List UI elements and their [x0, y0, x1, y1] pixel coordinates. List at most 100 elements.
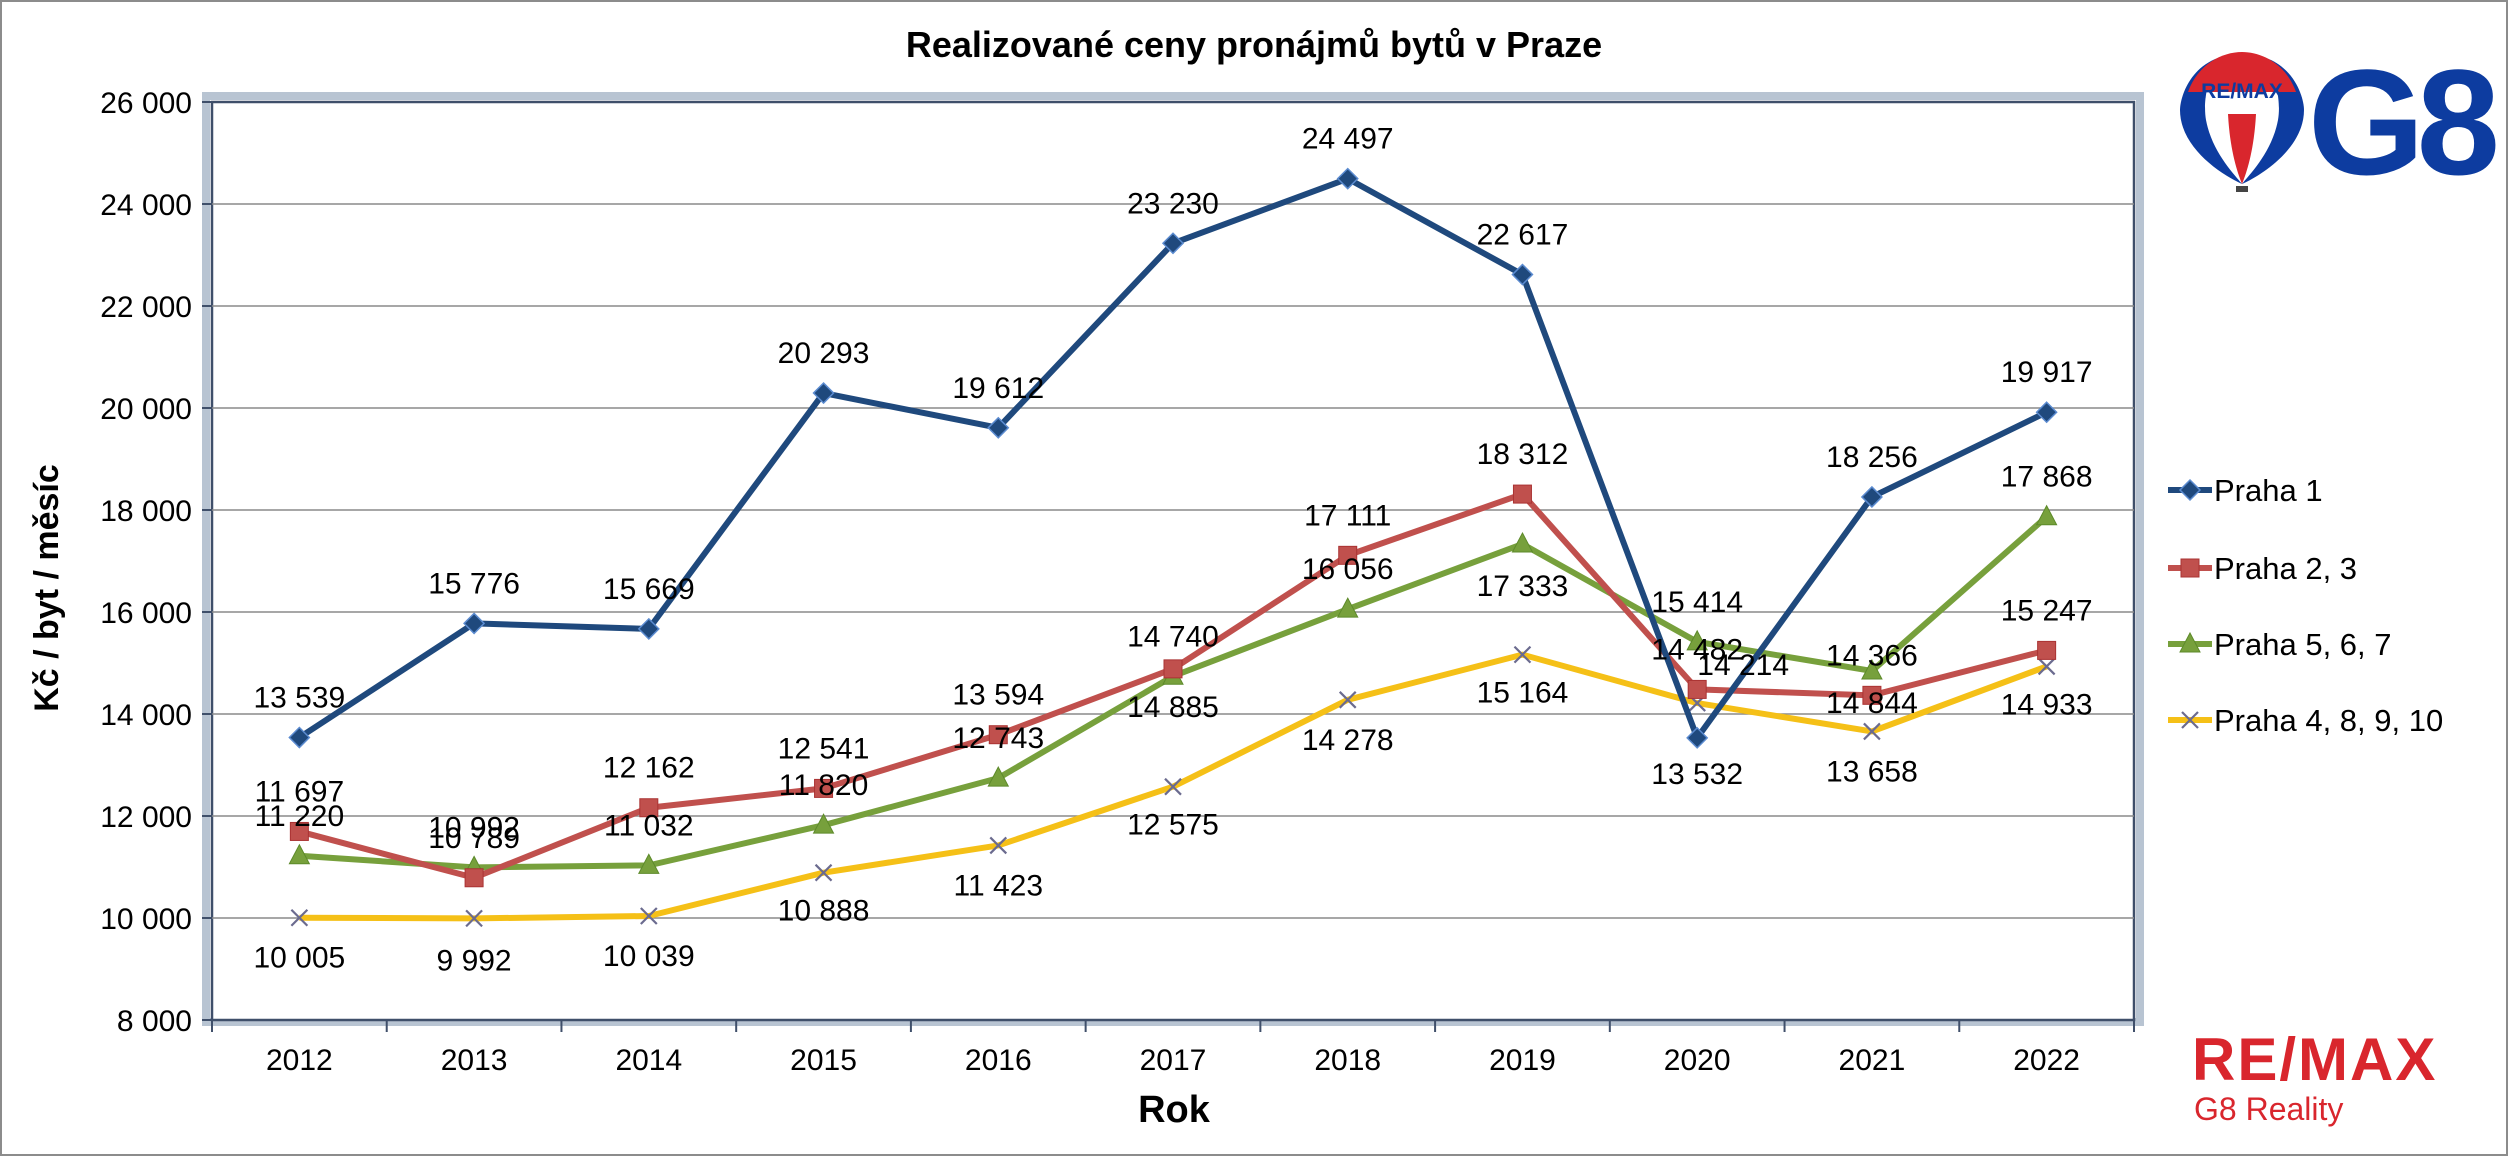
legend-item: Praha 4, 8, 9, 10 — [2168, 703, 2443, 738]
data-point — [812, 381, 835, 405]
x-tick-label: 2017 — [1140, 1044, 1207, 1077]
data-point — [2178, 478, 2202, 502]
data-label: 14 885 — [1127, 691, 1219, 724]
y-tick-label: 10 000 — [100, 903, 192, 936]
data-point — [1512, 484, 1532, 504]
data-label: 10 789 — [428, 822, 520, 855]
data-labels: 13 539 15 776 15 669 20 293 19 612 23 230 24 4… — [253, 123, 2092, 978]
x-tick-label: 2021 — [1839, 1044, 1906, 1077]
data-label: 14 278 — [1302, 724, 1394, 757]
data-point-stroke — [640, 907, 658, 925]
data-label: 14 740 — [1127, 620, 1219, 653]
data-point-stroke — [2181, 711, 2199, 729]
data-point — [465, 909, 483, 928]
data-point-stroke — [465, 909, 483, 928]
data-point — [1511, 263, 1534, 286]
data-point — [2179, 631, 2201, 653]
plot-area-shadow — [202, 92, 2144, 1026]
data-label: 24 497 — [1302, 123, 1394, 156]
y-axis-label: Kč / byt / měsíc — [28, 464, 66, 712]
x-tick-label: 2015 — [790, 1044, 857, 1077]
legend-item: Praha 5, 6, 7 — [2168, 627, 2392, 662]
data-point — [1338, 545, 1358, 565]
data-label: 14 844 — [1826, 687, 1918, 720]
y-tick-label: 8 000 — [117, 1005, 192, 1038]
data-label: 10 039 — [603, 940, 695, 973]
data-label: 9 992 — [437, 944, 512, 977]
data-label: 12 743 — [952, 722, 1044, 755]
balloon-basket — [2236, 186, 2248, 192]
data-label: 15 247 — [2001, 594, 2093, 627]
data-label: 14 366 — [1826, 639, 1918, 672]
data-point — [289, 821, 309, 841]
data-point — [1163, 659, 1183, 679]
data-label: 18 256 — [1826, 441, 1918, 474]
data-label: 23 230 — [1127, 187, 1219, 220]
data-point-stroke — [1338, 691, 1357, 709]
data-point — [2037, 640, 2057, 660]
data-label: 13 594 — [952, 679, 1044, 712]
data-label: 20 293 — [778, 337, 870, 370]
data-label: 10 992 — [428, 811, 520, 844]
y-tick-label: 16 000 — [100, 597, 192, 630]
data-label: 15 164 — [1477, 677, 1569, 710]
data-point — [1687, 679, 1707, 699]
data-point-stroke — [1513, 645, 1532, 664]
x-axis: 2012 2013 2014 2015 2016 2017 2018 2019 2020 2021… — [211, 1020, 2135, 1077]
y-tick-label: 24 000 — [100, 189, 192, 222]
legend-item: Praha 2, 3 — [2168, 551, 2357, 586]
y-tick-label: 18 000 — [100, 495, 192, 528]
data-point — [2037, 657, 2056, 676]
data-label: 22 617 — [1477, 219, 1569, 252]
data-point — [1863, 722, 1881, 741]
y-tick-label: 14 000 — [100, 699, 192, 732]
data-label: 18 312 — [1477, 438, 1569, 471]
data-point — [1336, 597, 1359, 618]
data-point — [1336, 167, 1359, 190]
balloon-red-top — [2188, 52, 2296, 92]
legend-item: Praha 1 — [2168, 473, 2323, 508]
x-axis-label: Rok — [1138, 1089, 1211, 1131]
remax-balloon-logo: RE/MAX — [2180, 52, 2304, 192]
data-label: 15 414 — [1651, 586, 1743, 619]
data-label: 12 575 — [1127, 809, 1219, 842]
data-point — [464, 868, 484, 888]
data-point-stroke — [1164, 777, 1182, 796]
data-point — [2180, 558, 2200, 578]
data-label: 19 612 — [952, 372, 1044, 405]
data-label: 13 658 — [1826, 755, 1918, 788]
data-point — [2035, 504, 2058, 526]
y-tick-label: 22 000 — [100, 291, 192, 324]
y-tick-label: 20 000 — [100, 393, 192, 426]
balloon-brand-text: RE/MAX — [2201, 80, 2283, 103]
x-tick-label: 2014 — [615, 1044, 682, 1077]
legend-label: Praha 4, 8, 9, 10 — [2214, 703, 2443, 738]
data-point — [288, 726, 311, 749]
data-point — [1164, 777, 1182, 796]
legend-label: Praha 5, 6, 7 — [2214, 627, 2392, 662]
series-group — [288, 167, 2058, 928]
data-point — [1161, 232, 1185, 255]
data-point — [288, 843, 311, 865]
data-point — [640, 907, 658, 925]
x-tick-label: 2016 — [965, 1044, 1032, 1077]
data-label: 19 917 — [2001, 356, 2093, 389]
data-point — [1861, 658, 1883, 680]
data-point — [1862, 685, 1882, 705]
data-point — [989, 836, 1008, 855]
data-label: 11 032 — [604, 809, 694, 842]
series-2 — [289, 484, 2057, 888]
data-point-stroke — [2037, 657, 2056, 676]
data-point — [1511, 531, 1534, 553]
data-label: 16 056 — [1302, 553, 1394, 586]
data-label: 12 541 — [778, 732, 870, 765]
x-tick-label: 2019 — [1489, 1044, 1556, 1077]
data-point — [988, 725, 1008, 745]
y-tick-label: 12 000 — [100, 801, 192, 834]
gridlines — [212, 203, 2134, 919]
data-label: 15 776 — [428, 567, 520, 600]
data-point — [1686, 726, 1709, 749]
x-tick-label: 2020 — [1664, 1044, 1731, 1077]
